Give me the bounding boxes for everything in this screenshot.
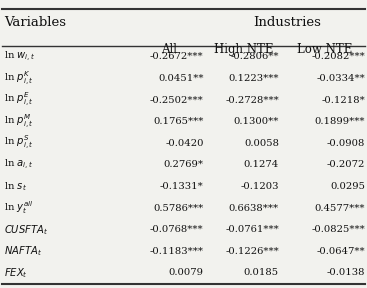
Text: ln $y^{all}_{t}$: ln $y^{all}_{t}$ — [4, 200, 33, 217]
Text: Low NTE: Low NTE — [297, 43, 352, 56]
Text: 0.1274: 0.1274 — [244, 160, 279, 169]
Text: -0.2072: -0.2072 — [327, 160, 365, 169]
Text: 0.0295: 0.0295 — [330, 182, 365, 191]
Text: -0.2082***: -0.2082*** — [312, 52, 365, 61]
Text: 0.2769*: 0.2769* — [164, 160, 204, 169]
Text: ln $p^{M}_{i,t}$: ln $p^{M}_{i,t}$ — [4, 113, 33, 131]
Text: 0.1300**: 0.1300** — [233, 117, 279, 126]
Text: $CUSFTA_{t}$: $CUSFTA_{t}$ — [4, 223, 48, 236]
Text: 0.0079: 0.0079 — [169, 268, 204, 277]
Text: -0.0768***: -0.0768*** — [150, 225, 204, 234]
Text: All: All — [161, 43, 177, 56]
Text: -0.1203: -0.1203 — [240, 182, 279, 191]
Text: 0.0058: 0.0058 — [244, 139, 279, 148]
Text: -0.1218*: -0.1218* — [321, 96, 365, 105]
Text: -0.2806**: -0.2806** — [230, 52, 279, 61]
Text: -0.2502***: -0.2502*** — [150, 96, 204, 105]
Text: -0.0334**: -0.0334** — [316, 74, 365, 83]
Text: ln $p^{K}_{i,t}$: ln $p^{K}_{i,t}$ — [4, 69, 33, 88]
Text: Industries: Industries — [253, 16, 321, 29]
Text: -0.0761***: -0.0761*** — [225, 225, 279, 234]
Text: 0.6638***: 0.6638*** — [229, 204, 279, 213]
Text: 0.1765***: 0.1765*** — [153, 117, 204, 126]
Text: -0.1226***: -0.1226*** — [225, 247, 279, 256]
Text: ln $w_{i,t}$: ln $w_{i,t}$ — [4, 50, 35, 64]
Text: ln $a_{i,t}$: ln $a_{i,t}$ — [4, 158, 33, 172]
Text: -0.1183***: -0.1183*** — [150, 247, 204, 256]
Text: 0.5786***: 0.5786*** — [153, 204, 204, 213]
Text: -0.0647**: -0.0647** — [317, 247, 365, 256]
Text: -0.0825***: -0.0825*** — [312, 225, 365, 234]
Text: 0.0451**: 0.0451** — [158, 74, 204, 83]
Text: -0.0420: -0.0420 — [165, 139, 204, 148]
Text: ln $p^{E}_{i,t}$: ln $p^{E}_{i,t}$ — [4, 91, 33, 109]
Text: $NAFTA_{t}$: $NAFTA_{t}$ — [4, 245, 42, 258]
Text: -0.1331*: -0.1331* — [160, 182, 204, 191]
Text: $FEX_{t}$: $FEX_{t}$ — [4, 266, 28, 280]
Text: -0.0908: -0.0908 — [327, 139, 365, 148]
Text: -0.2672***: -0.2672*** — [150, 52, 204, 61]
Text: 0.1223***: 0.1223*** — [228, 74, 279, 83]
Text: 0.4577***: 0.4577*** — [315, 204, 365, 213]
Text: High NTE: High NTE — [214, 43, 274, 56]
Text: -0.0138: -0.0138 — [327, 268, 365, 277]
Text: ln $p^{S}_{i,t}$: ln $p^{S}_{i,t}$ — [4, 134, 33, 152]
Text: 0.0185: 0.0185 — [244, 268, 279, 277]
Text: -0.2728***: -0.2728*** — [225, 96, 279, 105]
Text: ln $s_{t}$: ln $s_{t}$ — [4, 180, 27, 193]
Text: 0.1899***: 0.1899*** — [315, 117, 365, 126]
Text: Variables: Variables — [4, 16, 66, 29]
